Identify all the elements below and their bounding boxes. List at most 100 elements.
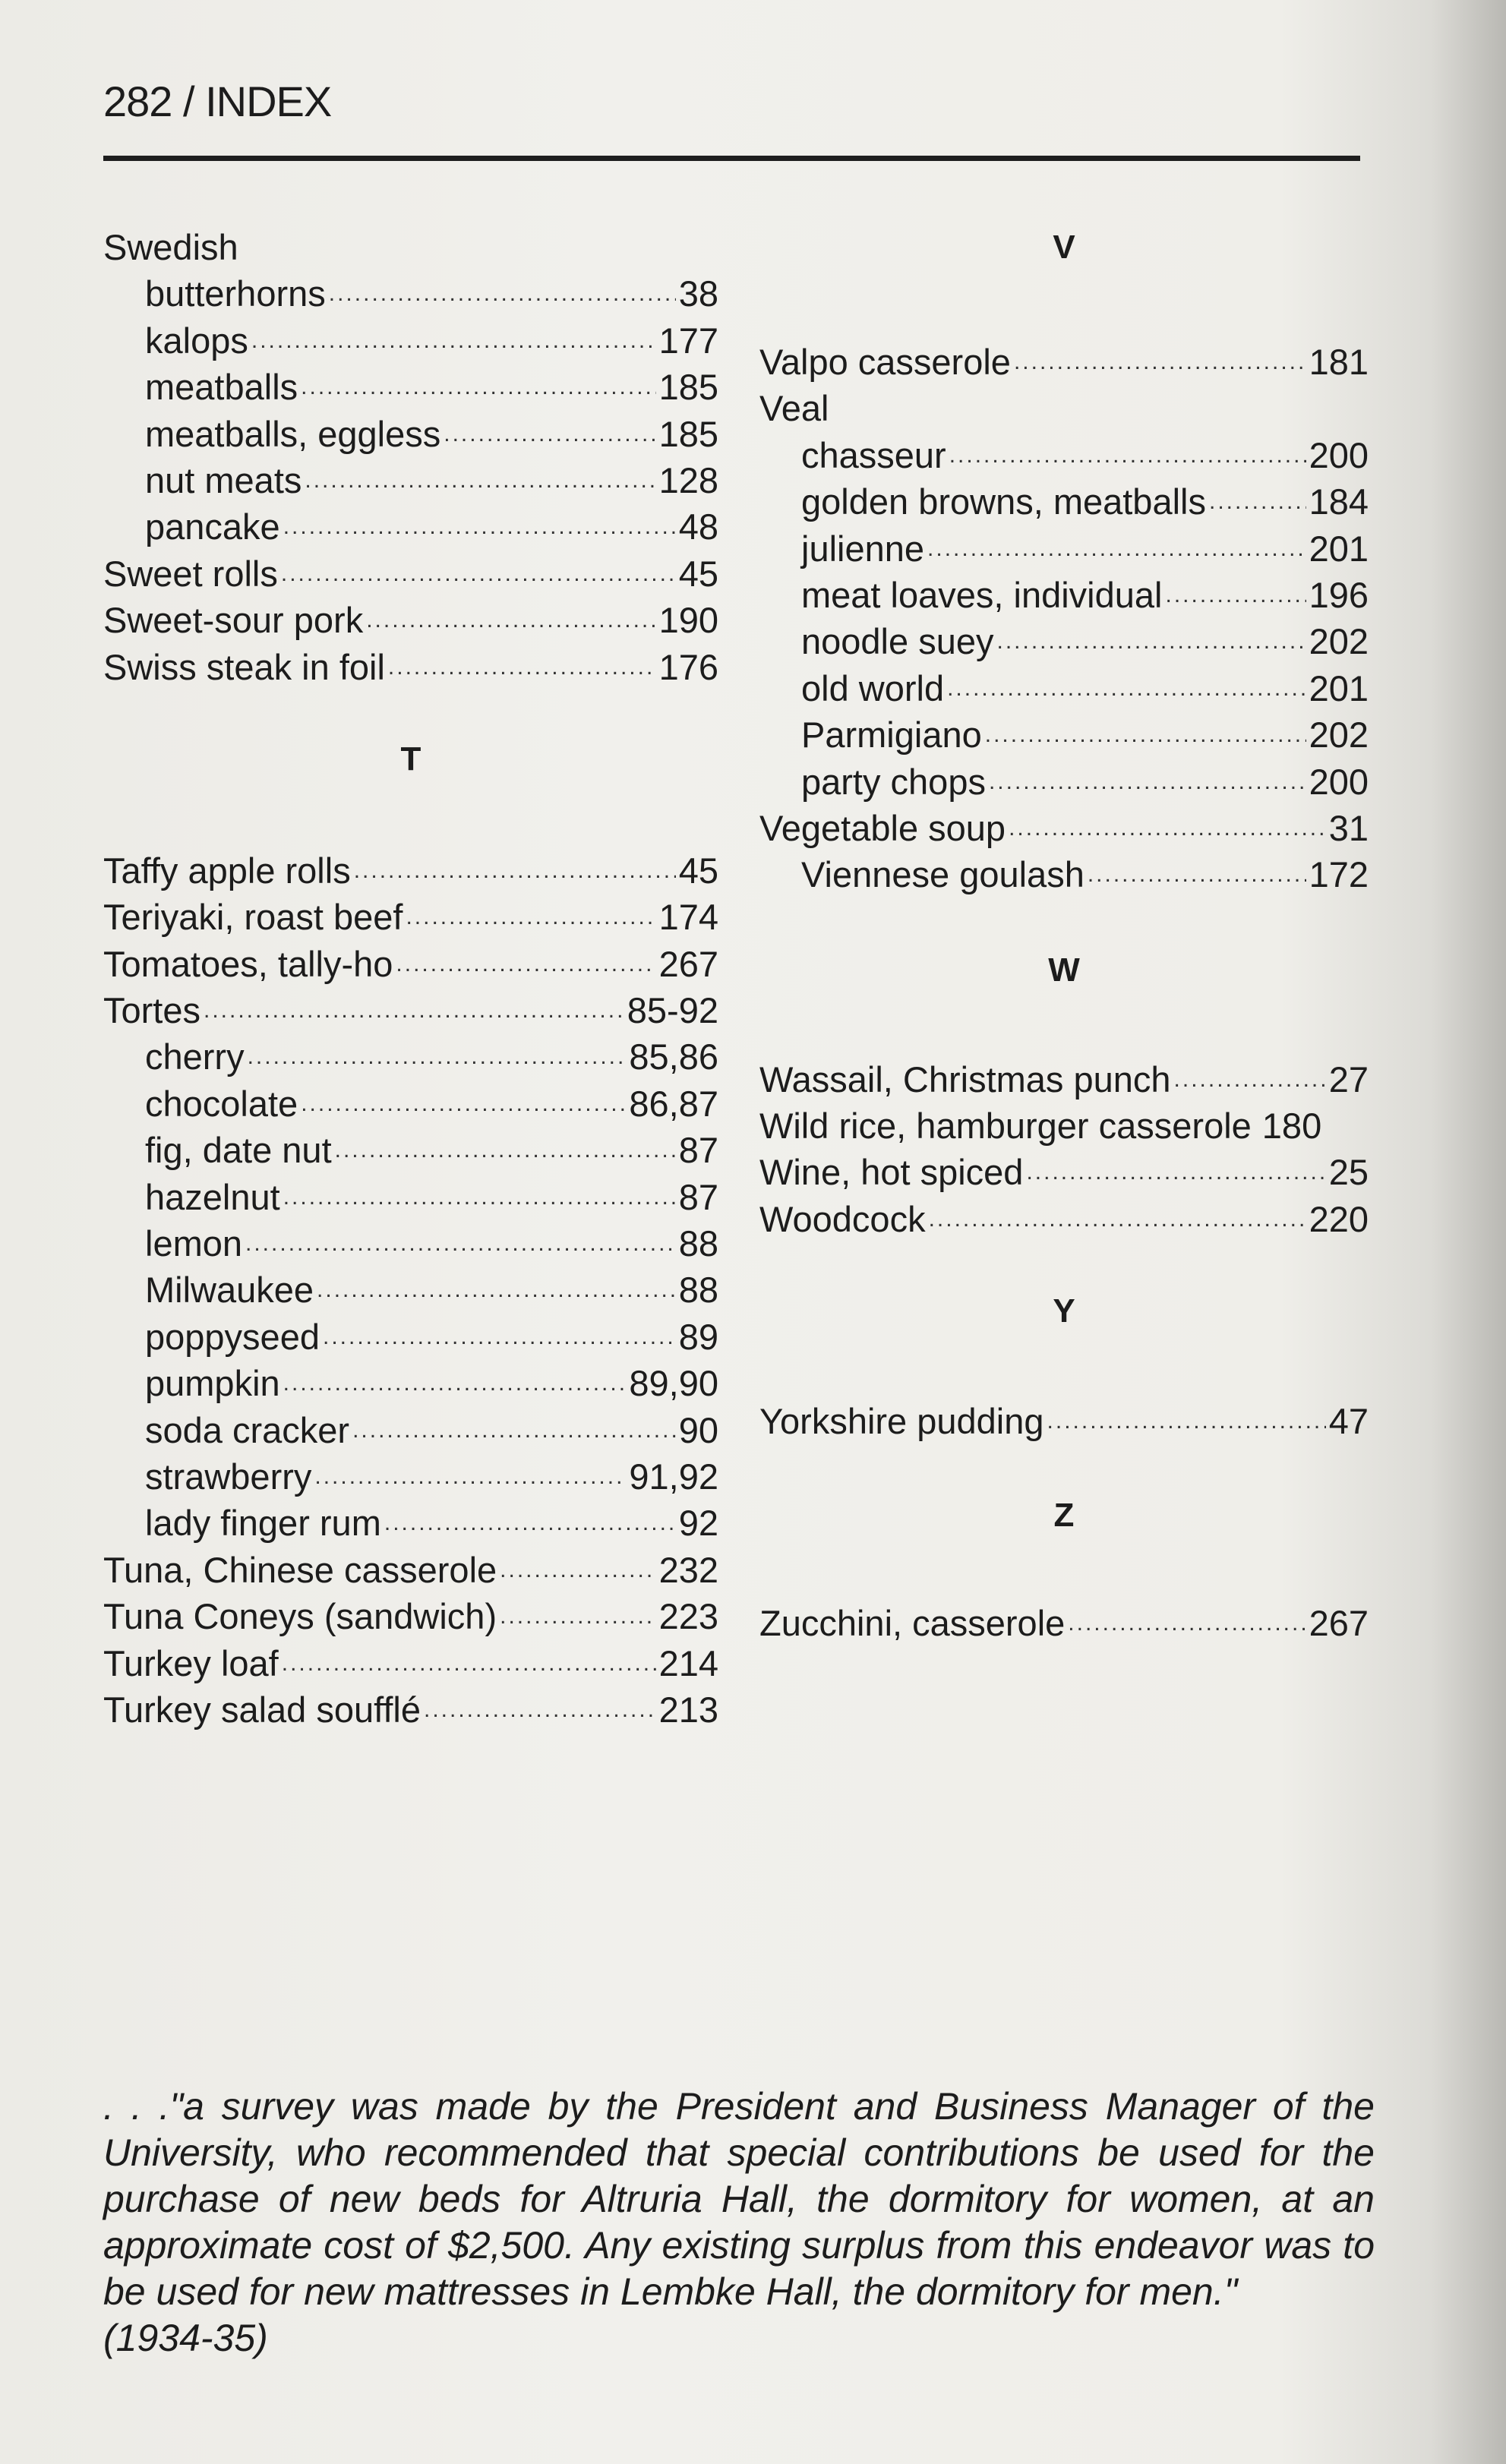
page-header: 282 / INDEX — [103, 77, 332, 125]
index-entry: Teriyaki, roast beef....................… — [103, 894, 718, 940]
section-letter-heading: T — [400, 740, 421, 778]
page-number: 25 — [1328, 1152, 1369, 1193]
entry-label: Turkey salad soufflé — [103, 1689, 421, 1730]
entry-label: Swedish — [103, 227, 238, 267]
entry-label: pumpkin — [145, 1363, 280, 1404]
entry-label: fig, date nut — [145, 1130, 332, 1171]
page-number: 202 — [1309, 621, 1369, 662]
page-number: 200 — [1309, 434, 1369, 475]
entry-label: Wassail, Christmas punch — [759, 1058, 1171, 1099]
index-entry: Turkey loaf.............................… — [103, 1640, 718, 1686]
entry-label: Parmigiano — [801, 715, 982, 756]
dot-leader: ........................................… — [387, 654, 656, 680]
entry-label: nut meats — [145, 459, 302, 500]
page-number: 201 — [1309, 528, 1369, 569]
entry-label: meatballs, eggless — [145, 413, 441, 454]
dot-leader: ........................................… — [947, 675, 1306, 701]
page-number: 27 — [1328, 1058, 1369, 1099]
index-subentry: kalops..................................… — [103, 317, 718, 364]
dot-leader — [1252, 1103, 1262, 1149]
entry-label: Viennese goulash — [801, 854, 1085, 895]
dot-leader: ........................................… — [988, 768, 1306, 794]
index-entry: Tuna, Chinese casserole.................… — [103, 1547, 718, 1593]
entry-label: Wild rice, hamburger casserole — [759, 1106, 1252, 1147]
dot-leader: ........................................… — [996, 629, 1306, 655]
header-rule — [103, 156, 1360, 161]
page-number: 89,90 — [629, 1363, 718, 1404]
entry-label: Wine, hot spiced — [759, 1152, 1024, 1193]
page-number: 184 — [1309, 481, 1369, 522]
section-letter-heading: Y — [1053, 1292, 1075, 1330]
index-subentry: Milwaukee...............................… — [103, 1267, 718, 1313]
dot-leader: ........................................… — [1047, 1409, 1326, 1434]
dot-leader: ........................................… — [366, 607, 655, 633]
index-subentry: chasseur................................… — [759, 432, 1369, 478]
page-number: 177 — [658, 320, 718, 361]
index-subentry: strawberry..............................… — [103, 1453, 718, 1500]
entry-label: hazelnut — [145, 1176, 280, 1217]
entry-label: Milwaukee — [145, 1270, 314, 1311]
entry-label: lemon — [145, 1223, 243, 1264]
entry-label: meatballs — [145, 367, 298, 408]
index-entry: Sweet-sour pork.........................… — [103, 597, 718, 643]
page-number: 38 — [678, 273, 718, 314]
entry-label: lady finger rum — [145, 1503, 381, 1544]
dot-leader: ........................................… — [334, 1137, 676, 1163]
section-letter-heading: Z — [1053, 1496, 1075, 1534]
index-subentry: pancake.................................… — [103, 503, 718, 550]
dot-leader: ........................................… — [352, 1417, 676, 1443]
index-subentry: party chops.............................… — [759, 759, 1369, 805]
index-column-right: V Valpo casserole........................… — [759, 224, 1369, 1646]
entry-label: Zucchini, casserole — [759, 1602, 1066, 1643]
index-subentry: butterhorns.............................… — [103, 270, 718, 317]
index-entry: Swedish — [103, 224, 718, 270]
page-number: 181 — [1309, 342, 1369, 382]
dot-leader: ........................................… — [353, 857, 676, 883]
dot-leader: ........................................… — [928, 1206, 1306, 1232]
page-number: 202 — [1309, 715, 1369, 756]
entry-label: golden browns, meatballs — [801, 481, 1206, 522]
section-letter-heading: V — [1053, 229, 1075, 266]
dot-leader: ........................................… — [1026, 1159, 1325, 1185]
index-entry: Wine, hot spiced........................… — [759, 1149, 1369, 1195]
index-subentry: julienne................................… — [759, 525, 1369, 572]
index-subentry: nut meats...............................… — [103, 457, 718, 503]
dot-leader: ........................................… — [301, 1090, 626, 1116]
dot-leader: ........................................… — [984, 722, 1306, 748]
index-entry: Turkey salad soufflé....................… — [103, 1686, 718, 1733]
entry-label: Tuna, Chinese casserole — [103, 1549, 497, 1590]
page-number: 196 — [1309, 574, 1369, 615]
dot-leader: ........................................… — [283, 1184, 676, 1210]
entry-label: Swiss steak in foil — [103, 646, 385, 687]
entry-label: old world — [801, 667, 945, 708]
index-subentry: poppyseed...............................… — [103, 1314, 718, 1360]
page-number: 45 — [678, 850, 718, 891]
dot-leader: ........................................… — [396, 951, 655, 976]
dot-leader: ........................................… — [424, 1696, 656, 1722]
entry-label: Sweet rolls — [103, 553, 278, 594]
dot-leader: ........................................… — [500, 1604, 655, 1630]
index-subentry: Parmigiano..............................… — [759, 711, 1369, 758]
dot-leader: ........................................… — [317, 1277, 676, 1303]
index-subentry: pumpkin.................................… — [103, 1360, 718, 1406]
index-subentry: noodle suey.............................… — [759, 618, 1369, 664]
dot-leader: ........................................… — [927, 535, 1306, 561]
index-column-left: Swedish butterhorns......................… — [103, 224, 718, 1733]
page-number: 200 — [1309, 761, 1369, 802]
entry-label: Taffy apple rolls — [103, 850, 351, 891]
index-entry: Veal — [759, 385, 1369, 431]
index-entry: Vegetable soup..........................… — [759, 805, 1369, 851]
index-entry: Wassail, Christmas punch................… — [759, 1056, 1369, 1103]
page-number: 89 — [678, 1316, 718, 1357]
page-number: 185 — [658, 367, 718, 408]
page-number: 88 — [678, 1270, 718, 1311]
dot-leader: ........................................… — [1208, 489, 1306, 515]
entry-label: Woodcock — [759, 1198, 926, 1239]
index-entry: Yorkshire pudding.......................… — [759, 1398, 1369, 1444]
page-number: 185 — [658, 413, 718, 454]
page-number: 47 — [1328, 1401, 1369, 1442]
index-subentry: meatballs, eggless......................… — [103, 411, 718, 457]
entry-label: Tomatoes, tally-ho — [103, 943, 393, 984]
dot-leader: ........................................… — [204, 998, 624, 1024]
entry-label: Vegetable soup — [759, 807, 1006, 848]
